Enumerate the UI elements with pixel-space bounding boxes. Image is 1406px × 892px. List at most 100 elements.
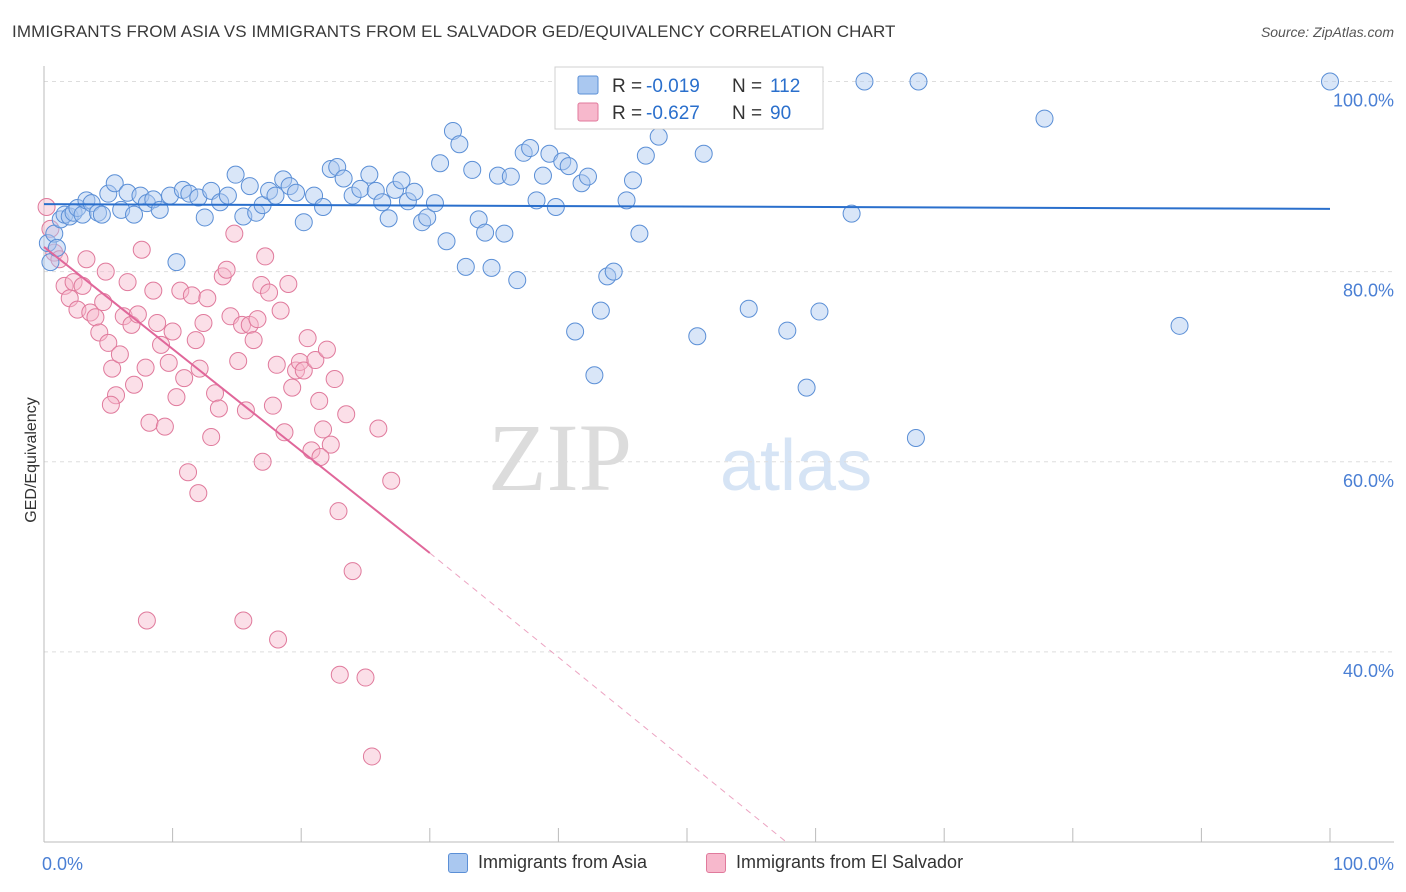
- data-point-asia: [431, 154, 450, 173]
- data-point-elsal: [186, 331, 205, 350]
- data-point-elsal: [96, 262, 115, 281]
- data-point-asia: [150, 200, 169, 219]
- data-point-elsal: [236, 401, 255, 420]
- data-point-elsal: [279, 274, 298, 293]
- data-point-elsal: [310, 391, 329, 410]
- legend-item-asia: Immigrants from Asia: [448, 852, 647, 873]
- data-point-elsal: [252, 275, 271, 294]
- data-point-elsal: [99, 333, 118, 352]
- data-point-asia: [351, 179, 370, 198]
- data-point-asia: [343, 186, 362, 205]
- data-point-asia: [855, 72, 874, 91]
- data-point-elsal: [287, 361, 306, 380]
- data-point-elsal: [94, 293, 113, 312]
- data-point-asia: [226, 165, 245, 184]
- y-tick-label: 60.0%: [1343, 471, 1394, 491]
- data-point-elsal: [159, 353, 178, 372]
- stats-legend: R = -0.019 N = 112 R = -0.627 N = 90: [554, 66, 824, 130]
- data-point-elsal: [86, 308, 105, 327]
- data-point-elsal: [283, 378, 302, 397]
- legend-swatch-elsal: [706, 852, 726, 873]
- data-point-asia: [572, 174, 591, 193]
- data-point-elsal: [362, 747, 381, 766]
- data-point-asia: [797, 378, 816, 397]
- legend-item-elsal: Immigrants from El Salvador: [706, 852, 963, 873]
- data-point-elsal: [167, 388, 186, 407]
- stats-r-label-asia: R =: [612, 76, 642, 97]
- tick-labels: 40.0% 60.0% 80.0% 100.0% 0.0% 100.0%: [42, 91, 1394, 874]
- data-point-asia: [437, 232, 456, 251]
- data-point-asia: [553, 152, 572, 171]
- axes: [43, 66, 1394, 843]
- data-point-elsal: [179, 463, 198, 482]
- data-point-asia: [482, 258, 501, 277]
- stats-swatch-elsal: [577, 102, 599, 122]
- watermark: ZIP atlas: [488, 404, 872, 511]
- trend-line-elsal-extension: [429, 552, 787, 843]
- data-point-elsal: [294, 361, 313, 380]
- data-point-elsal: [321, 435, 340, 454]
- data-point-asia: [578, 167, 597, 186]
- data-point-asia: [405, 182, 424, 201]
- data-point-asia: [495, 224, 514, 243]
- data-point-asia: [321, 159, 340, 178]
- data-point-asia: [1170, 316, 1189, 335]
- legend-label-elsal: Immigrants from El Salvador: [736, 852, 964, 872]
- data-point-elsal: [298, 329, 317, 348]
- data-point-elsal: [110, 345, 129, 364]
- y-tick-label: 100.0%: [1333, 91, 1394, 111]
- data-point-asia: [649, 127, 668, 146]
- data-point-elsal: [163, 322, 182, 341]
- data-point-elsal: [356, 668, 375, 687]
- data-point-elsal: [64, 273, 83, 292]
- watermark-zip: ZIP: [488, 404, 632, 511]
- data-point-elsal: [217, 260, 236, 279]
- y-tick-label: 80.0%: [1343, 281, 1394, 301]
- data-point-asia: [604, 262, 623, 281]
- chart-title: IMMIGRANTS FROM ASIA VS IMMIGRANTS FROM …: [12, 22, 896, 41]
- data-point-asia: [591, 301, 610, 320]
- data-point-asia: [906, 428, 925, 447]
- series-asia-points: [38, 72, 1339, 447]
- data-point-asia: [778, 321, 797, 340]
- data-point-elsal: [198, 289, 217, 308]
- stats-r-value-asia: -0.019: [646, 76, 700, 97]
- data-point-elsal: [90, 323, 109, 342]
- data-point-asia: [842, 204, 861, 223]
- data-point-asia: [125, 205, 144, 224]
- data-point-elsal: [263, 396, 282, 415]
- data-point-asia: [392, 171, 411, 190]
- data-point-elsal: [189, 484, 208, 503]
- data-point-asia: [274, 170, 293, 189]
- data-point-asia: [694, 144, 713, 163]
- data-point-elsal: [369, 419, 388, 438]
- data-point-asia: [566, 322, 585, 341]
- data-point-asia: [294, 213, 313, 232]
- data-point-asia: [559, 157, 578, 176]
- data-point-elsal: [314, 420, 333, 439]
- data-point-asia: [585, 366, 604, 385]
- data-point-asia: [909, 72, 928, 91]
- data-point-elsal: [107, 386, 126, 405]
- trend-line-asia: [43, 203, 1331, 210]
- stats-n-value-elsal: 90: [770, 103, 791, 124]
- data-point-elsal: [290, 352, 309, 371]
- data-point-elsal: [229, 351, 248, 370]
- data-point-elsal: [202, 428, 221, 447]
- data-point-asia: [373, 193, 392, 212]
- data-point-asia: [1321, 72, 1339, 91]
- data-point-elsal: [206, 384, 225, 403]
- data-point-elsal: [267, 355, 286, 374]
- data-point-asia: [688, 327, 707, 346]
- data-point-elsal: [73, 276, 92, 295]
- x-tick-label: 100.0%: [1333, 854, 1394, 874]
- data-point-asia: [360, 165, 379, 184]
- data-point-elsal: [325, 370, 344, 389]
- data-point-elsal: [137, 611, 156, 630]
- data-point-asia: [260, 181, 279, 200]
- data-point-asia: [386, 180, 405, 199]
- data-point-asia: [623, 171, 642, 190]
- data-point-elsal: [330, 665, 349, 684]
- data-point-elsal: [171, 281, 190, 300]
